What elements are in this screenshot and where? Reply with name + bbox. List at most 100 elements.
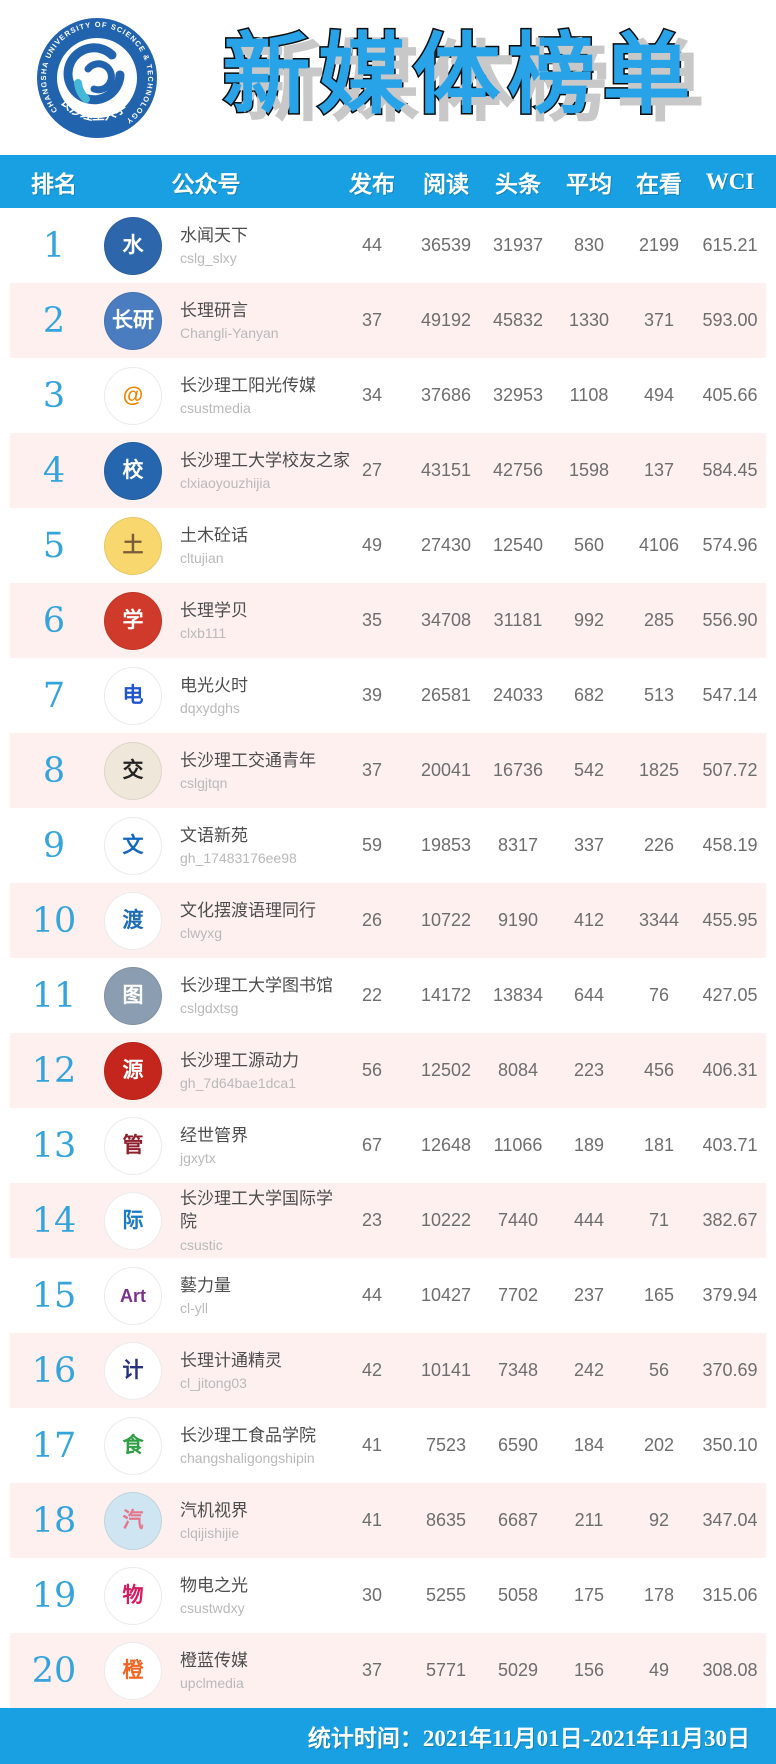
ranking-row: 4 校 长沙理工大学校友之家 clxiaoyouzhijia 27 43151 … xyxy=(10,433,766,508)
account-avatar-icon: 食 xyxy=(104,1416,162,1475)
value-headline: 7440 xyxy=(497,1210,539,1230)
value-reads: 49192 xyxy=(420,310,472,330)
account-id: csustic xyxy=(180,1236,223,1253)
value-average: 223 xyxy=(573,1060,605,1080)
col-wci: WCI xyxy=(705,168,755,194)
value-headline: 42756 xyxy=(492,460,544,480)
account-name: 长沙理工交通青年 xyxy=(180,750,316,770)
value-reads: 19853 xyxy=(420,835,472,855)
col-headline: 头条 xyxy=(495,171,541,197)
value-publish: 49 xyxy=(361,535,383,555)
account-avatar-icon: 物 xyxy=(104,1566,162,1625)
value-looking: 181 xyxy=(643,1135,675,1155)
ranking-row: 16 计 长理计通精灵 cl_jitong03 42 10141 7348 24… xyxy=(10,1333,766,1408)
value-average: 189 xyxy=(573,1135,605,1155)
col-publish: 发布 xyxy=(349,171,395,197)
col-account: 公众号 xyxy=(171,171,241,197)
account-avatar-icon: 计 xyxy=(104,1341,162,1400)
ranking-row: 14 际 长沙理工大学国际学 院 csustic 23 10222 7440 4… xyxy=(10,1183,766,1258)
account-avatar-icon: @ xyxy=(104,366,162,425)
value-headline: 24033 xyxy=(492,685,544,705)
stats-time: 统计时间：2021年11月01日-2021年11月30日 xyxy=(307,1726,750,1751)
value-reads: 14172 xyxy=(420,985,472,1005)
value-wci: 370.69 xyxy=(702,1360,758,1380)
value-average: 444 xyxy=(573,1210,605,1230)
value-average: 156 xyxy=(573,1660,605,1680)
value-headline: 8084 xyxy=(497,1060,539,1080)
value-publish: 41 xyxy=(361,1435,383,1455)
account-avatar-icon: 文 xyxy=(104,816,162,875)
value-publish: 44 xyxy=(361,235,383,255)
ranking-row: 9 文 文语新苑 gh_17483176ee98 59 19853 8317 3… xyxy=(10,808,766,883)
value-average: 1598 xyxy=(568,460,610,480)
account-id: clqijishijie xyxy=(180,1525,240,1542)
value-headline: 8317 xyxy=(497,835,539,855)
value-looking: 226 xyxy=(643,835,675,855)
account-name: 汽机视界 xyxy=(180,1500,248,1520)
value-looking: 456 xyxy=(643,1060,675,1080)
ranking-row: 13 管 经世管界 jgxytx 67 12648 11066 189 181 … xyxy=(10,1108,766,1183)
value-average: 412 xyxy=(573,910,605,930)
account-name: 长理计通精灵 xyxy=(180,1350,282,1370)
value-average: 175 xyxy=(573,1585,605,1605)
value-reads: 5771 xyxy=(425,1660,467,1680)
value-wci: 458.19 xyxy=(702,835,758,855)
value-headline: 16736 xyxy=(492,760,544,780)
account-id: cslgdxtsg xyxy=(180,1000,239,1017)
account-name: 长沙理工大学校友之家 xyxy=(180,450,350,470)
value-publish: 27 xyxy=(361,460,383,480)
value-looking: 76 xyxy=(648,985,670,1005)
account-name: 藝力量 xyxy=(180,1275,231,1295)
col-rank: 排名 xyxy=(31,171,77,197)
value-average: 682 xyxy=(573,685,605,705)
value-reads: 27430 xyxy=(420,535,472,555)
rank-number: 5 xyxy=(42,525,66,566)
value-headline: 6590 xyxy=(497,1435,539,1455)
value-looking: 202 xyxy=(643,1435,675,1455)
value-wci: 405.66 xyxy=(702,385,758,405)
value-wci: 584.45 xyxy=(702,460,758,480)
value-headline: 45832 xyxy=(492,310,544,330)
value-reads: 12648 xyxy=(420,1135,472,1155)
account-name: 长沙理工食品学院 xyxy=(180,1425,316,1445)
value-headline: 12540 xyxy=(492,535,544,555)
account-id: cl_jitong03 xyxy=(180,1375,247,1392)
value-average: 1330 xyxy=(568,310,610,330)
account-id: dqxydghs xyxy=(180,700,240,717)
value-reads: 34708 xyxy=(420,610,472,630)
ranking-row: 12 源 长沙理工源动力 gh_7d64bae1dca1 56 12502 80… xyxy=(10,1033,766,1108)
col-average: 平均 xyxy=(566,171,612,197)
value-reads: 36539 xyxy=(420,235,472,255)
value-headline: 13834 xyxy=(492,985,544,1005)
value-reads: 20041 xyxy=(420,760,472,780)
value-wci: 403.71 xyxy=(702,1135,758,1155)
value-average: 237 xyxy=(573,1285,605,1305)
ranking-row: 8 交 长沙理工交通青年 cslgjtqn 37 20041 16736 542… xyxy=(10,733,766,808)
value-looking: 92 xyxy=(648,1510,670,1530)
value-average: 242 xyxy=(573,1360,605,1380)
value-publish: 56 xyxy=(361,1060,383,1080)
account-avatar-icon: 水 xyxy=(104,216,162,275)
account-name: 长理学贝 xyxy=(180,600,248,620)
value-headline: 5058 xyxy=(497,1585,539,1605)
account-avatar-icon: 管 xyxy=(104,1116,162,1175)
value-wci: 315.06 xyxy=(702,1585,758,1605)
value-reads: 12502 xyxy=(420,1060,472,1080)
account-name: 经世管界 xyxy=(180,1125,248,1145)
ranking-row: 20 橙 橙蓝传媒 upclmedia 37 5771 5029 156 49 … xyxy=(10,1633,766,1708)
value-average: 992 xyxy=(573,610,605,630)
value-average: 542 xyxy=(573,760,605,780)
value-publish: 67 xyxy=(361,1135,383,1155)
ranking-row: 17 食 长沙理工食品学院 changshaligongshipin 41 75… xyxy=(10,1408,766,1483)
account-avatar-icon: 长研 xyxy=(104,291,162,350)
account-id: changshaligongshipin xyxy=(180,1450,315,1467)
value-publish: 35 xyxy=(361,610,383,630)
value-looking: 371 xyxy=(643,310,675,330)
account-name: 长沙理工源动力 xyxy=(180,1050,299,1070)
value-wci: 406.31 xyxy=(702,1060,758,1080)
account-id: upclmedia xyxy=(180,1675,244,1692)
value-reads: 10427 xyxy=(420,1285,472,1305)
value-wci: 547.14 xyxy=(702,685,758,705)
ranking-row: 1 水 水闻天下 cslg_slxy 44 36539 31937 830 21… xyxy=(10,208,766,283)
account-avatar-icon: 际 xyxy=(104,1191,162,1250)
